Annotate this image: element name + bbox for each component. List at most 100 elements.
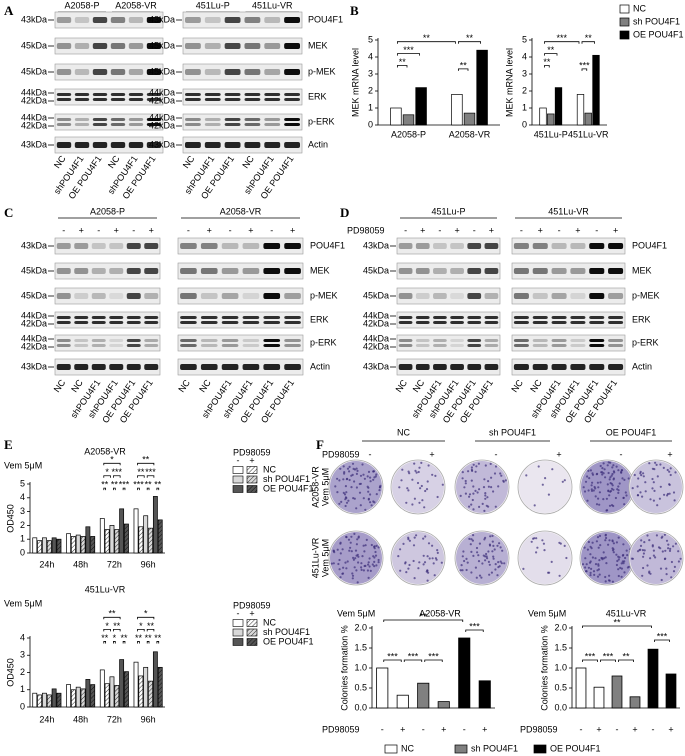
- colony-dot: [464, 482, 467, 485]
- x-tick-label: -: [652, 724, 655, 734]
- colony-dot: [472, 534, 475, 537]
- colony-dot: [377, 558, 380, 562]
- plate-stain: [392, 461, 444, 513]
- marker: 43kDa: [363, 361, 389, 371]
- blot-strip: [182, 88, 303, 106]
- colony-dot: [596, 575, 600, 578]
- band: [224, 98, 241, 101]
- colony-dot: [536, 546, 539, 549]
- colony-dot: [379, 484, 382, 487]
- colony-dot: [470, 503, 473, 506]
- colony-dot: [427, 542, 431, 545]
- colony-dot: [595, 540, 599, 543]
- band: [467, 339, 482, 342]
- colony-dot: [594, 557, 597, 560]
- band: [200, 339, 218, 342]
- band: [184, 93, 201, 96]
- colony-dot: [353, 497, 356, 500]
- colony-dot: [591, 556, 595, 559]
- x-tick-label: +: [482, 724, 487, 734]
- band: [244, 17, 261, 23]
- band: [128, 142, 144, 148]
- band: [204, 142, 221, 148]
- blot-strip: [54, 11, 164, 29]
- colony-dot: [470, 479, 473, 482]
- colony-dot: [360, 562, 363, 565]
- band: [513, 344, 529, 347]
- bar: [104, 529, 110, 554]
- colony-dot: [334, 485, 337, 488]
- band: [74, 43, 90, 49]
- bar: [463, 112, 476, 126]
- colony-dot: [369, 569, 372, 573]
- band: [450, 339, 464, 342]
- colony-dot: [589, 469, 593, 472]
- band: [200, 293, 218, 299]
- y-tick-label: 3: [20, 506, 25, 516]
- colony-dot: [593, 573, 596, 577]
- band: [589, 243, 605, 249]
- band: [184, 123, 201, 126]
- band: [144, 344, 159, 347]
- protein: p-ERK: [310, 337, 337, 347]
- band: [221, 268, 239, 274]
- band: [532, 243, 548, 249]
- band: [56, 339, 71, 342]
- x-tick-label: 72h: [107, 559, 122, 569]
- blot-strip: [177, 311, 304, 329]
- x-tick-label: 24h: [39, 559, 54, 569]
- colony-dot: [607, 579, 611, 582]
- sig-bracket: [103, 487, 107, 491]
- colony-dot: [363, 550, 366, 553]
- sig-bracket: [122, 487, 126, 491]
- band: [126, 293, 141, 299]
- sig-bracket: [146, 487, 150, 491]
- band: [184, 142, 201, 148]
- protein: POU4F1: [308, 14, 343, 24]
- colony-dot: [492, 557, 495, 560]
- colony-dot: [408, 539, 411, 542]
- colony-dot: [666, 492, 670, 496]
- band: [551, 321, 567, 324]
- band: [74, 321, 89, 324]
- protein: Actin: [632, 361, 652, 371]
- band: [264, 98, 281, 101]
- band: [415, 339, 430, 342]
- colony-dot: [604, 539, 607, 542]
- colony-dot: [604, 580, 607, 583]
- plate: [517, 459, 573, 515]
- bar: [157, 519, 163, 554]
- sig-star: ***: [657, 631, 668, 641]
- band: [91, 293, 106, 299]
- band: [146, 17, 162, 23]
- lane-label: NC: [197, 377, 213, 394]
- bar: [575, 667, 587, 709]
- group-title: NC: [397, 427, 410, 437]
- band: [415, 243, 430, 249]
- band: [570, 364, 586, 370]
- colony-dot: [604, 575, 607, 579]
- colony-dot: [668, 470, 671, 473]
- colony-dot: [631, 487, 634, 490]
- colony-dot: [359, 504, 362, 507]
- bar: [109, 676, 115, 708]
- band: [224, 142, 241, 148]
- band: [91, 339, 106, 342]
- pd-sign: +: [290, 225, 295, 235]
- colony-dot: [551, 468, 554, 471]
- colony-dot: [593, 485, 596, 489]
- colony-dot: [459, 569, 462, 572]
- colony-dot: [612, 488, 615, 491]
- bar: [143, 666, 149, 708]
- bar: [119, 659, 125, 708]
- pd-sign: +: [667, 449, 672, 459]
- bar: [42, 537, 47, 554]
- band: [204, 118, 221, 121]
- marker: 44kDa: [21, 310, 47, 320]
- sig-bracket: [103, 462, 121, 466]
- lane-label: NC: [394, 377, 410, 394]
- colony-dot: [336, 491, 339, 494]
- band: [92, 93, 108, 96]
- protein: POU4F1: [310, 240, 345, 250]
- colony-dot: [646, 534, 649, 537]
